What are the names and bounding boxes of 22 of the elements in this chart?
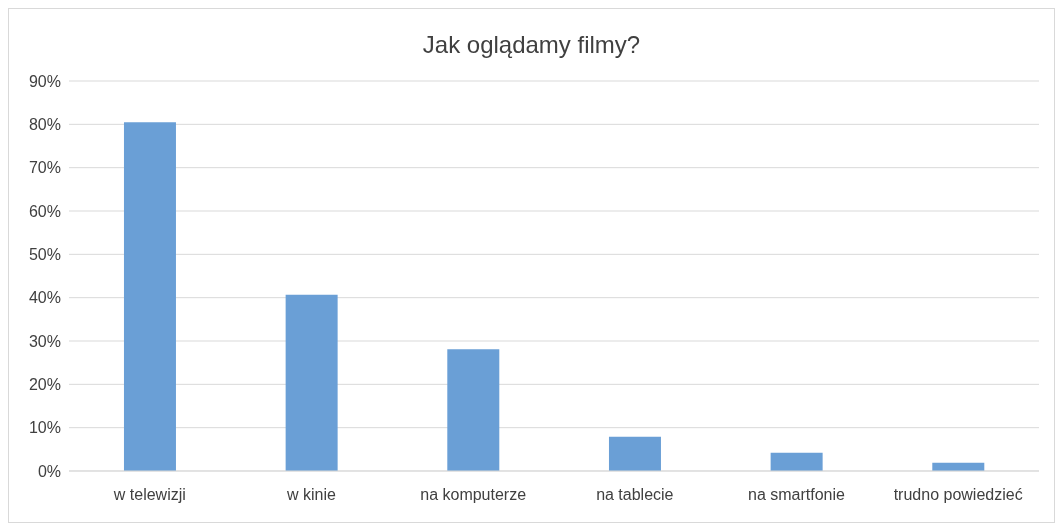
chart-title: Jak oglądamy filmy? (421, 30, 642, 60)
y-tick-label: 80% (28, 116, 61, 134)
bar (123, 122, 176, 471)
x-tick-label: na komputerze (420, 486, 527, 504)
x-tick-label: w kinie (286, 486, 337, 504)
bar (608, 436, 661, 471)
y-tick-label: 20% (28, 376, 61, 394)
y-tick-label: 70% (28, 159, 61, 177)
bar (447, 349, 500, 471)
y-tick-label: 50% (28, 246, 61, 264)
x-tick-label: na tablecie (596, 486, 674, 504)
y-tick-label: 0% (37, 462, 61, 480)
y-tick-label: 40% (28, 289, 61, 307)
y-tick-label: 60% (28, 202, 61, 220)
bar (285, 294, 338, 471)
y-tick-label: 90% (28, 72, 61, 90)
y-tick-label: 10% (28, 419, 61, 437)
y-tick-label: 30% (28, 332, 61, 350)
bar (770, 452, 823, 471)
x-tick-label: w telewizji (112, 486, 186, 504)
x-tick-label: na smartfonie (748, 486, 846, 504)
x-tick-label: trudno powiedzieć (893, 486, 1023, 504)
